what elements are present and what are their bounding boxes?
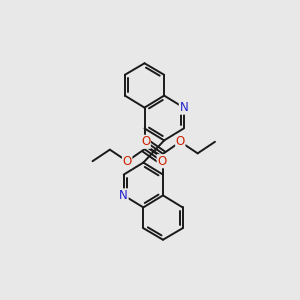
- Text: O: O: [123, 155, 132, 168]
- Text: O: O: [157, 155, 167, 168]
- Text: O: O: [141, 135, 150, 148]
- Text: N: N: [119, 189, 128, 202]
- Text: O: O: [176, 135, 185, 148]
- Text: N: N: [179, 101, 188, 114]
